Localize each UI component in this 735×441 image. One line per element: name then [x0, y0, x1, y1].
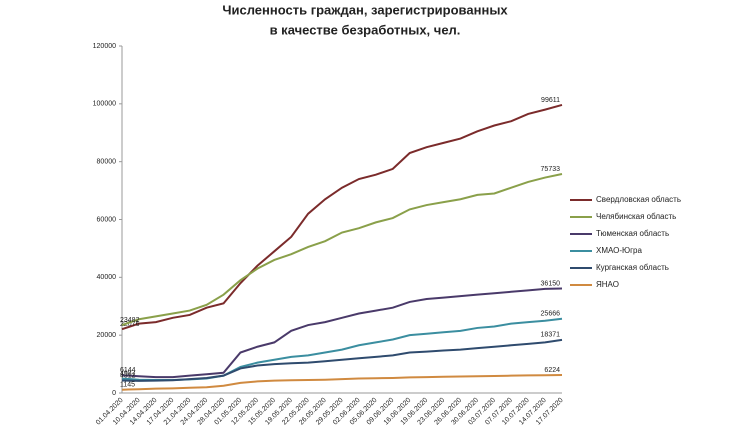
y-tick-label: 60000	[97, 216, 117, 223]
data-label: 23482	[120, 317, 140, 324]
chart-title: в качестве безработных, чел.	[270, 22, 461, 37]
data-label: 18371	[541, 332, 561, 339]
data-label: 4987	[120, 370, 136, 377]
series-line	[121, 103, 563, 331]
data-label: 22076	[120, 321, 140, 328]
series-line	[121, 338, 563, 382]
y-tick-label: 100000	[93, 101, 116, 108]
data-label: 1145	[120, 382, 135, 389]
y-tick-label: 40000	[97, 274, 117, 281]
y-tick-label: 80000	[97, 159, 117, 166]
data-label: 4312	[120, 372, 136, 379]
legend-label: ХМАО-Югра	[596, 246, 642, 255]
legend-label: ЯНАО	[596, 280, 619, 289]
data-label: 99611	[541, 97, 560, 104]
series-line	[121, 173, 563, 327]
data-label: 75733	[541, 166, 561, 173]
data-label: 6144	[120, 367, 136, 374]
chart-title: Численность граждан, зарегистрированных	[222, 2, 508, 17]
series-line	[121, 287, 563, 379]
legend-label: Свердловская область	[596, 195, 681, 204]
y-tick-label: 0	[112, 390, 116, 397]
legend-label: Тюменская область	[596, 229, 669, 238]
data-label: 25666	[541, 311, 561, 318]
data-label: 36150	[541, 280, 561, 287]
series-line	[121, 374, 563, 391]
legend-label: Курганская область	[596, 263, 669, 272]
series-line	[121, 317, 563, 381]
y-tick-label: 20000	[97, 332, 117, 339]
legend-label: Челябинская область	[596, 212, 676, 221]
y-tick-label: 120000	[93, 43, 116, 50]
data-label: 6224	[544, 367, 560, 374]
